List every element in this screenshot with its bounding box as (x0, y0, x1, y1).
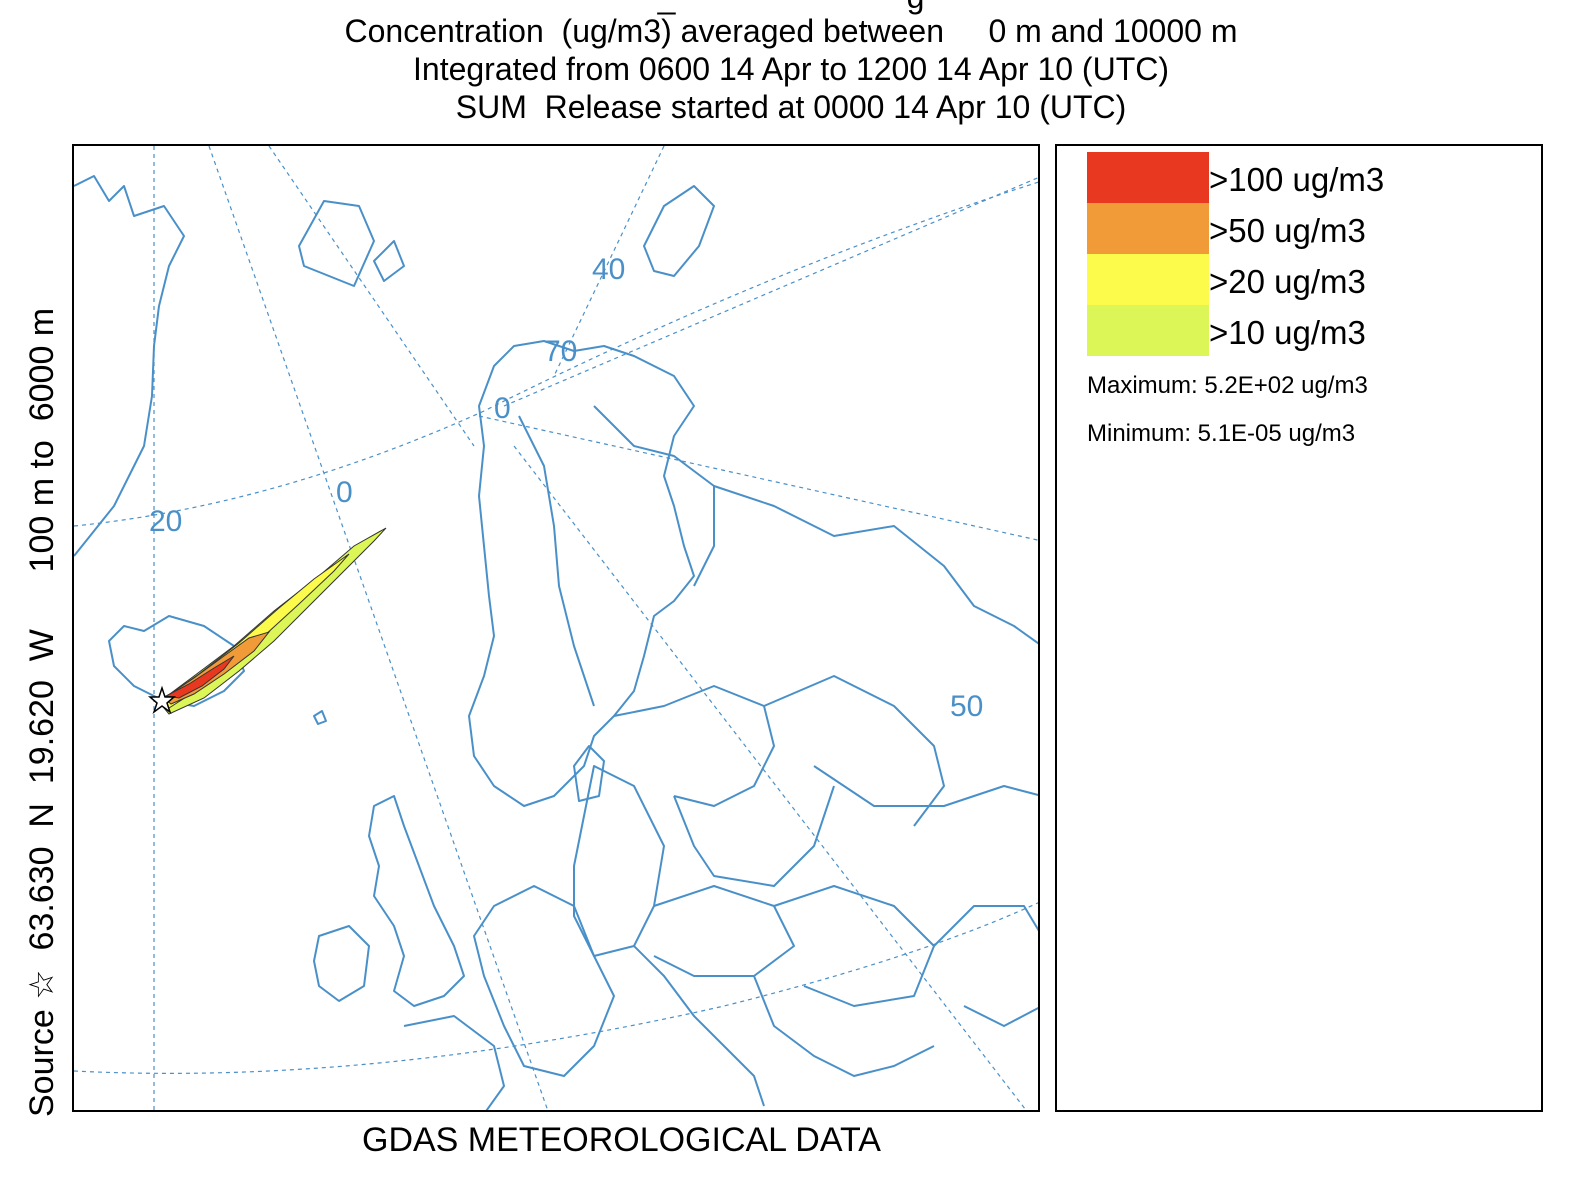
legend-panel: >100 ug/m3 >50 ug/m3 >20 ug/m3 >10 ug/m3… (1055, 144, 1543, 1112)
coast-iceland (108, 615, 245, 707)
graticule-label-40: 40 (592, 253, 625, 286)
coast-ireland (313, 925, 370, 1002)
graticule-label-50: 50 (950, 690, 983, 723)
coast-great-britain (368, 795, 465, 1007)
border-germany (573, 765, 665, 957)
coast-greenland (74, 175, 185, 557)
map-panel[interactable]: 20 0 40 70 0 50 (72, 144, 1040, 1112)
legend-minimum: Minimum: 5.1E-05 ug/m3 (1087, 420, 1356, 447)
legend-label-100: >100 ug/m3 (1209, 161, 1385, 198)
legend-swatch-50 (1087, 203, 1209, 254)
coast-norway (468, 340, 695, 807)
coast-france (473, 885, 615, 1077)
coast-baltic (613, 685, 775, 807)
coast-finland (593, 405, 715, 587)
parallel-50n (74, 902, 1038, 1074)
plume-contour-100 (164, 655, 235, 699)
coast-denmark (573, 745, 605, 802)
coastlines (74, 175, 1038, 1110)
title-line-integrated: Integrated from 0600 14 Apr to 1200 14 A… (413, 51, 1169, 87)
meridian-10w (268, 146, 475, 447)
border-belarus (763, 675, 945, 827)
graticule-label-60: 0 (494, 392, 511, 425)
legend-swatch-20 (1087, 254, 1209, 305)
meridian-40e (553, 146, 665, 377)
graticule-label-20: 20 (149, 505, 182, 538)
graticule (74, 146, 1038, 1110)
legend-label-10: >10 ug/m3 (1209, 314, 1366, 351)
title-line-concentration: Concentration (ug/m3) averaged between 0… (344, 13, 1238, 49)
coast-italy (633, 945, 765, 1107)
border-hungary-romania (773, 885, 935, 1007)
legend-maximum: Maximum: 5.2E+02 ug/m3 (1087, 372, 1368, 399)
graticule-label-0: 0 (336, 476, 353, 509)
star-icon (147, 685, 177, 715)
border-russia (713, 485, 1038, 645)
coast-faroe (313, 710, 327, 725)
coast-black-sea (933, 905, 1038, 1027)
map-canvas: 20 0 40 70 0 50 (74, 146, 1038, 1110)
coast-iberia (403, 1015, 505, 1110)
meridian-0 (208, 146, 549, 1110)
border-ukraine (813, 765, 1038, 807)
meridian-60e (503, 177, 1038, 407)
title-line-release: SUM Release started at 0000 14 Apr 10 (U… (455, 89, 1127, 125)
graticule-label-70: 70 (544, 335, 577, 368)
ash-plume (158, 527, 387, 715)
legend-swatch-10 (1087, 305, 1209, 356)
legend-label-50: >50 ug/m3 (1209, 212, 1366, 249)
border-czech-austria (653, 885, 795, 977)
footer-data-source: GDAS METEOROLOGICAL DATA (362, 1121, 881, 1159)
coast-svalbard (298, 200, 375, 287)
source-location-label: Source ☆ 63.630 N 19.620 W 100 m to 6000… (23, 307, 61, 1117)
border-norway-sweden (518, 415, 595, 707)
meridian-20e (478, 415, 1038, 541)
coast-balkans (753, 975, 935, 1077)
coast-novaya-zemlya (643, 185, 715, 277)
legend-swatch-100 (1087, 152, 1209, 203)
legend-label-20: >20 ug/m3 (1209, 263, 1366, 300)
coast-svalbard-b (373, 240, 405, 282)
border-poland (673, 785, 835, 887)
title-line-cropped: _ g (0, 0, 1582, 16)
